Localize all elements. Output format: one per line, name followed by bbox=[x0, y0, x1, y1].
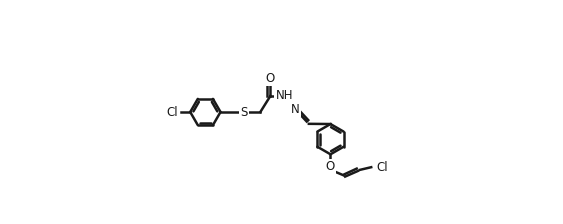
Text: Cl: Cl bbox=[167, 106, 178, 118]
Text: O: O bbox=[266, 72, 275, 85]
Text: S: S bbox=[240, 106, 248, 118]
Text: O: O bbox=[326, 160, 335, 173]
Text: NH: NH bbox=[275, 89, 293, 102]
Text: Cl: Cl bbox=[376, 161, 388, 174]
Text: N: N bbox=[292, 103, 300, 116]
